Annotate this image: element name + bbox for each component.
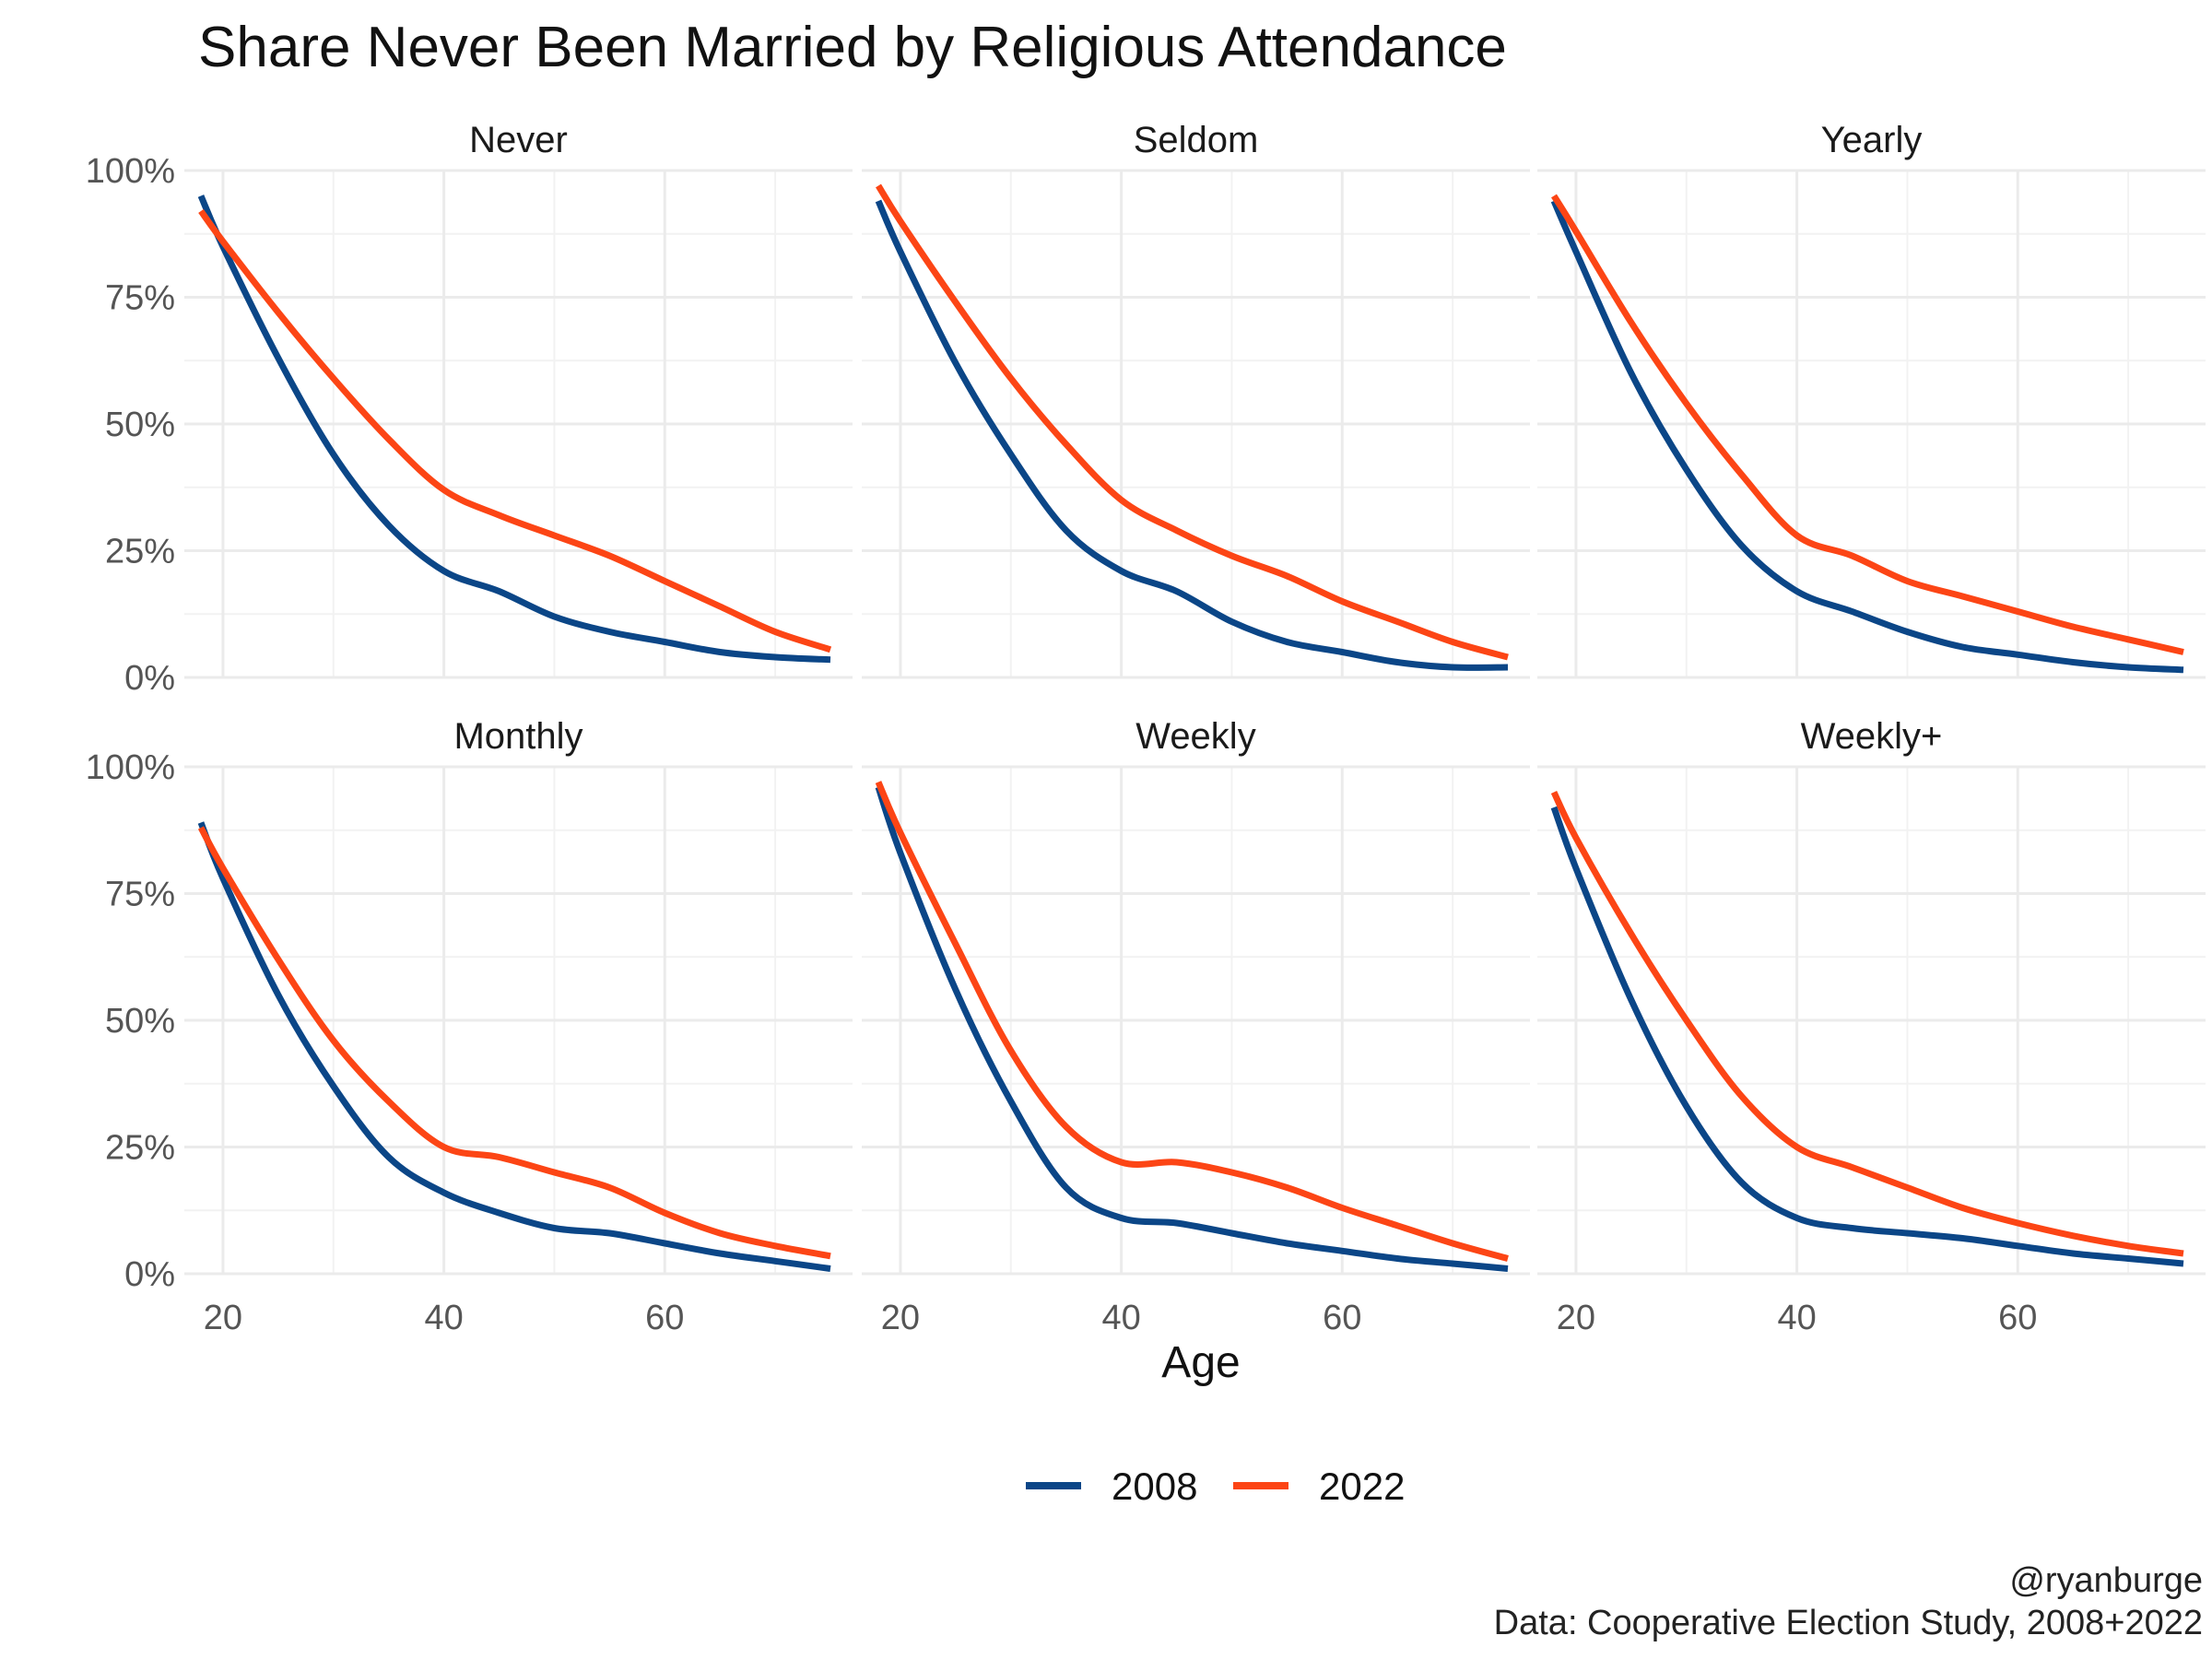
- facet-strip-label: Weekly: [1135, 716, 1255, 757]
- facet-panels: Never 0% 25% 50% 75% 100% Seldom Yearly Monthly 0…: [86, 120, 2206, 1337]
- facet-panel-never: Never 0% 25% 50% 75% 100%: [86, 120, 853, 698]
- x-tick-label: 40: [1777, 1299, 1816, 1337]
- facet-strip-label: Seldom: [1134, 120, 1259, 160]
- y-tick-label: 100%: [86, 152, 175, 191]
- x-tick-label: 60: [645, 1299, 684, 1337]
- x-tick-label: 20: [881, 1299, 920, 1337]
- y-tick-label: 25%: [105, 533, 175, 571]
- facet-strip-label: Weekly+: [1801, 716, 1943, 757]
- series-line-2022: [876, 183, 1509, 661]
- facet-strip-label: Monthly: [453, 716, 582, 757]
- x-tick-label: 60: [1323, 1299, 1361, 1337]
- legend-label-2022: 2022: [1319, 1465, 1405, 1508]
- facet-panel-yearly: Yearly: [1537, 120, 2206, 679]
- y-tick-label: 25%: [105, 1129, 175, 1168]
- series-line-2008: [197, 821, 831, 1272]
- facet-panel-weekly: Weekly 20 40 60: [862, 716, 1530, 1337]
- series-line-2022: [1551, 194, 2184, 655]
- chart-title: Share Never Been Married by Religious At…: [198, 16, 1507, 79]
- y-tick-label: 0%: [124, 1255, 175, 1294]
- facet-panel-monthly: Monthly 0% 25% 50% 75% 100% 20 40 60: [86, 716, 853, 1337]
- x-tick-label: 40: [1101, 1299, 1140, 1337]
- y-tick-label: 50%: [105, 406, 175, 444]
- facet-panel-weekly-plus: Weekly+ 20 40 60: [1537, 716, 2206, 1337]
- caption-source: Data: Cooperative Election Study, 2008+2…: [1494, 1604, 2203, 1642]
- series-line-2022: [197, 826, 831, 1260]
- x-tick-label: 20: [204, 1299, 242, 1337]
- y-tick-label: 0%: [124, 659, 175, 698]
- facet-panel-seldom: Seldom: [862, 120, 1530, 679]
- legend: 2008 2022: [1026, 1465, 1405, 1508]
- legend-label-2008: 2008: [1112, 1465, 1197, 1508]
- series-line-2022: [875, 781, 1509, 1262]
- series-line-2008: [875, 785, 1509, 1272]
- series-line-2008: [875, 199, 1509, 671]
- x-tick-label: 60: [1998, 1299, 2037, 1337]
- series-line-2022: [198, 208, 832, 653]
- series-line-2008: [1550, 199, 2184, 674]
- x-tick-label: 40: [424, 1299, 463, 1337]
- facet-strip-label: Yearly: [1821, 120, 1923, 160]
- facet-strip-label: Never: [469, 120, 568, 160]
- x-axis-title: Age: [1161, 1338, 1240, 1387]
- y-tick-label: 100%: [86, 748, 175, 787]
- x-tick-label: 20: [1557, 1299, 1595, 1337]
- y-tick-label: 75%: [105, 279, 175, 318]
- y-tick-label: 75%: [105, 876, 175, 914]
- series-line-2022: [1550, 790, 2184, 1257]
- series-line-2008: [1550, 806, 2184, 1267]
- series-line-2008: [197, 194, 831, 664]
- caption-handle: @ryanburge: [2009, 1561, 2203, 1600]
- y-tick-label: 50%: [105, 1002, 175, 1041]
